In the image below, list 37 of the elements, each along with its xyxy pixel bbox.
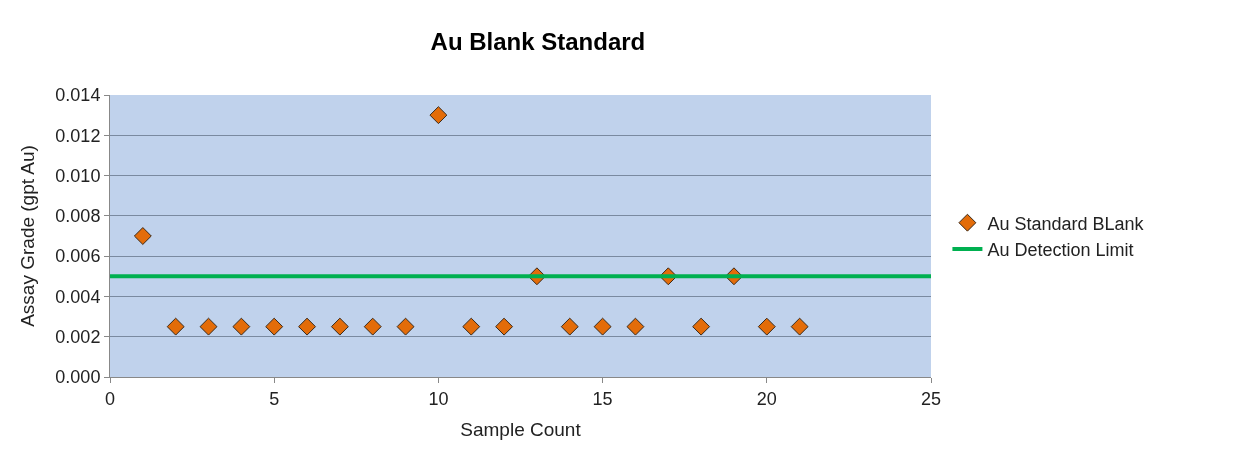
point <box>757 317 776 336</box>
point <box>462 317 481 336</box>
y-tick-label: 0.002 <box>55 327 101 348</box>
legend-label: Au Detection Limit <box>987 240 1134 261</box>
y-tick-label: 0.004 <box>55 286 101 307</box>
point <box>166 317 185 336</box>
y-tick-label: 0.000 <box>55 367 101 388</box>
point <box>626 317 645 336</box>
point <box>298 317 316 336</box>
y-tick-label: 0.010 <box>55 165 101 186</box>
x-tick-label: 25 <box>920 388 942 409</box>
x-tick-label: 0 <box>104 388 116 409</box>
point <box>560 317 579 336</box>
point <box>330 317 349 336</box>
legend-label: Au Standard BLank <box>987 213 1145 234</box>
point <box>265 317 284 336</box>
point <box>429 106 448 125</box>
point <box>396 317 415 336</box>
x-tick-label: 15 <box>592 388 613 409</box>
x-tick-label: 10 <box>428 388 449 409</box>
y-tick-label: 0.012 <box>55 125 101 146</box>
point <box>232 317 251 336</box>
y-axis-title: Assay Grade (gpt Au) <box>17 145 39 327</box>
chart-title: Au Blank Standard <box>430 27 646 55</box>
y-tick-label: 0.008 <box>55 206 101 227</box>
point <box>593 317 612 336</box>
point <box>133 227 152 245</box>
y-tick-label: 0.006 <box>55 246 101 267</box>
x-tick-label: 20 <box>756 388 777 409</box>
point <box>495 317 514 336</box>
point <box>692 317 711 336</box>
point <box>790 317 809 336</box>
x-axis-title: Sample Count <box>460 419 582 441</box>
y-tick-label: 0.014 <box>55 85 101 106</box>
x-tick-label: 5 <box>269 388 280 409</box>
point <box>199 317 218 336</box>
point <box>363 317 382 336</box>
